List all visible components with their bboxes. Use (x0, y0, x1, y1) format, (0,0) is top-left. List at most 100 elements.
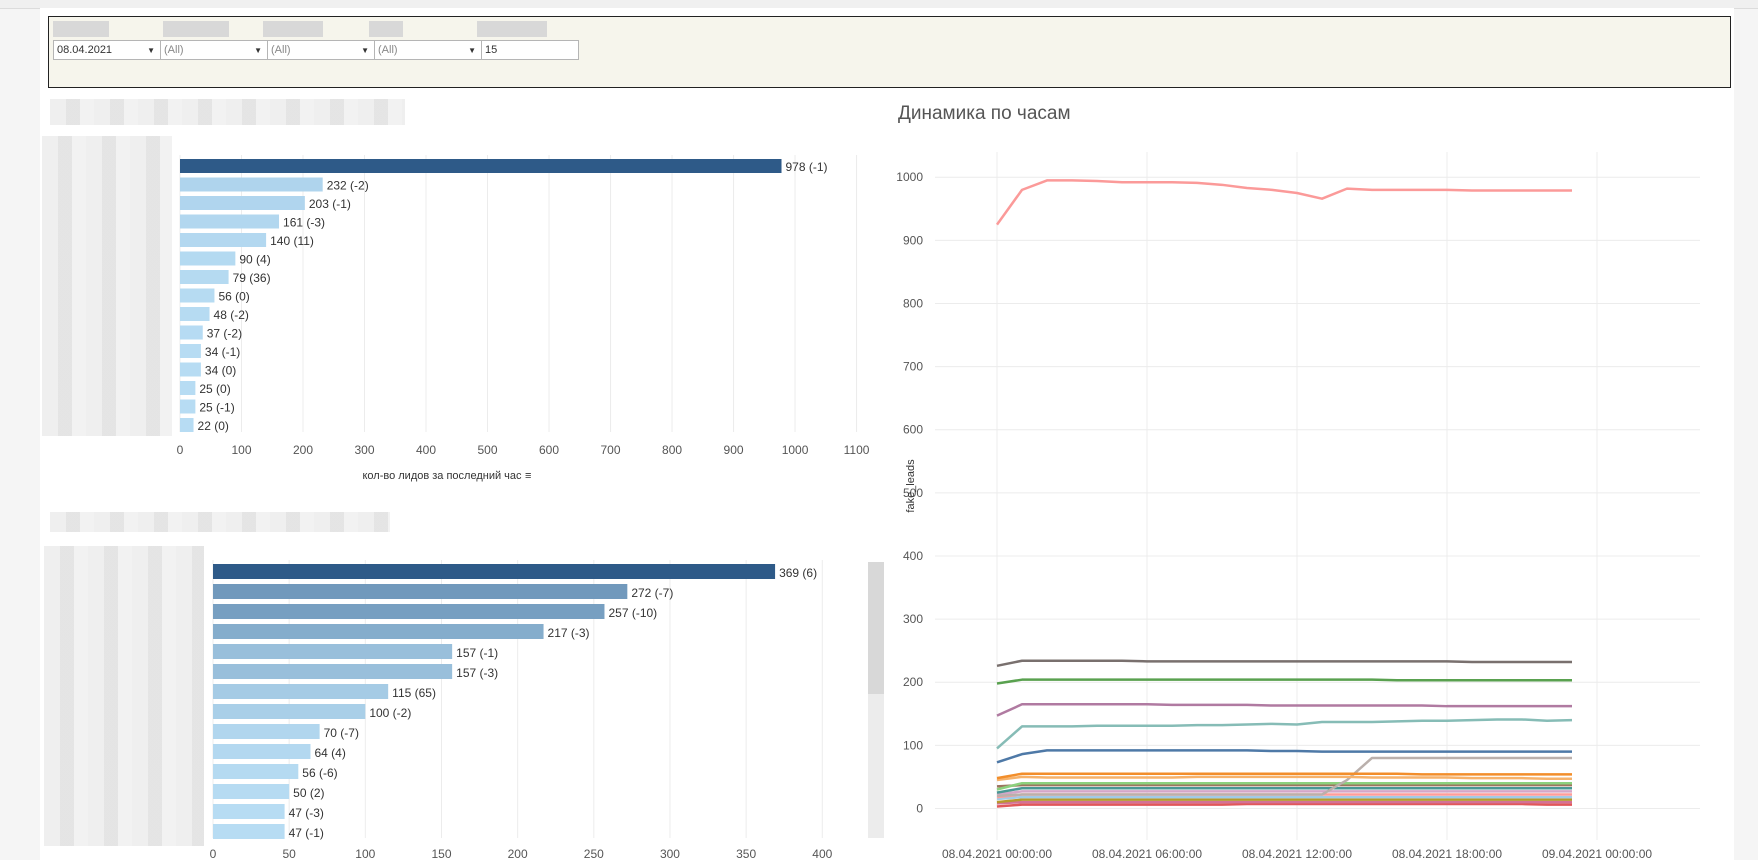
top-n-input[interactable]: 15 (481, 40, 579, 60)
bar (180, 177, 323, 192)
x-axis-label: кол-во лидов за последний час (362, 470, 522, 482)
line-series (996, 781, 1572, 791)
chart-1-title-redacted (50, 99, 405, 125)
bar (180, 307, 210, 321)
line-series (996, 783, 1572, 788)
bar (213, 824, 285, 839)
bar-value-label: 369 (6) (779, 566, 817, 580)
bar (180, 362, 201, 377)
bar (213, 584, 628, 599)
chart-2-scrollbar[interactable] (868, 562, 884, 838)
filter-3-dropdown[interactable]: (All) ▼ (267, 40, 375, 60)
bar (180, 325, 203, 340)
x-tick-label: 600 (539, 443, 559, 457)
chart-2-title-redacted (50, 512, 390, 532)
bar-value-label: 115 (65) (392, 686, 436, 700)
x-tick-label: 1100 (844, 443, 870, 457)
y-tick-label: 900 (903, 233, 923, 247)
line-series (996, 800, 1572, 805)
bar (213, 764, 299, 779)
filter-2-value: (All) (164, 44, 184, 56)
bar (180, 418, 194, 432)
bar (213, 804, 285, 819)
scrollbar-thumb[interactable] (868, 562, 884, 694)
filter-label-redacted (163, 21, 229, 37)
bar (213, 664, 453, 679)
y-tick-label: 300 (903, 612, 923, 626)
bar (213, 684, 389, 699)
y-tick-label: 0 (916, 801, 923, 815)
bar (180, 344, 201, 358)
line-series (996, 775, 1572, 782)
date-filter-dropdown[interactable]: 08.04.2021 ▼ (53, 40, 161, 60)
filter-panel: 08.04.2021 ▼ (All) ▼ (All) ▼ (All) ▼ 15 (48, 16, 1731, 88)
y-tick-label: 1000 (896, 170, 923, 184)
top-n-value: 15 (485, 44, 498, 56)
bar-value-label: 25 (-1) (199, 401, 234, 415)
bar-value-label: 64 (4) (314, 746, 345, 760)
chevron-down-icon: ▼ (468, 46, 476, 55)
filter-label-redacted (477, 21, 547, 37)
filter-label-redacted (53, 21, 109, 37)
bar (180, 214, 280, 229)
bar (213, 624, 544, 639)
filter-4-value: (All) (378, 44, 398, 56)
bar-value-label: 157 (-3) (456, 666, 498, 680)
bar-value-label: 50 (2) (293, 786, 324, 800)
bar-value-label: 100 (-2) (369, 706, 411, 720)
x-tick-label: 50 (282, 847, 296, 860)
x-tick-label: 800 (662, 443, 682, 457)
x-tick-label: 08.04.2021 18:00:00 (1392, 847, 1502, 860)
y-tick-label: 600 (903, 423, 923, 437)
x-tick-label: 0 (177, 443, 184, 457)
bar-value-label: 79 (36) (233, 271, 271, 285)
bar (180, 399, 196, 414)
bar (180, 196, 305, 210)
chevron-down-icon: ▼ (254, 46, 262, 55)
bar-value-label: 70 (-7) (324, 726, 359, 740)
x-tick-label: 200 (293, 443, 313, 457)
line-chart-title: Динамика по часам (898, 103, 1071, 124)
x-tick-label: 100 (355, 847, 375, 860)
line-series (996, 790, 1572, 796)
x-tick-label: 350 (736, 847, 756, 860)
line-series (996, 795, 1572, 801)
bar (180, 251, 236, 266)
line-series (996, 798, 1572, 804)
line-series (995, 179, 1572, 226)
line-series (996, 703, 1572, 717)
y-axis-label: fake_leads (905, 459, 917, 513)
x-tick-label: 1000 (782, 443, 809, 457)
bar (213, 644, 453, 659)
filter-3-value: (All) (271, 44, 291, 56)
line-series (996, 756, 1572, 798)
x-tick-label: 400 (416, 443, 436, 457)
y-tick-label: 400 (903, 549, 923, 563)
bar-value-label: 157 (-1) (456, 646, 498, 660)
bar-value-label: 272 (-7) (631, 586, 673, 600)
line-series (996, 659, 1572, 668)
bar-value-label: 203 (-1) (309, 197, 351, 211)
sort-icon: ≡ (525, 470, 531, 482)
bar (180, 381, 196, 395)
chart-2-category-labels-redacted (44, 546, 204, 846)
y-tick-label: 800 (903, 296, 923, 310)
bar (213, 704, 366, 719)
y-tick-label: 200 (903, 675, 923, 689)
filter-2-dropdown[interactable]: (All) ▼ (160, 40, 268, 60)
filter-label-redacted (369, 21, 403, 37)
bar-value-label: 257 (-10) (608, 606, 657, 620)
bar-value-label: 47 (-3) (289, 806, 324, 820)
bar-value-label: 140 (11) (270, 234, 314, 248)
x-tick-label: 250 (584, 847, 604, 860)
line-series (996, 786, 1572, 794)
chart-1-category-labels-redacted (42, 136, 172, 436)
bar (213, 784, 290, 799)
bar-value-label: 34 (0) (205, 364, 236, 378)
x-tick-label: 08.04.2021 06:00:00 (1092, 847, 1202, 860)
x-tick-label: 08.04.2021 00:00:00 (942, 847, 1052, 860)
y-tick-label: 700 (903, 360, 923, 374)
